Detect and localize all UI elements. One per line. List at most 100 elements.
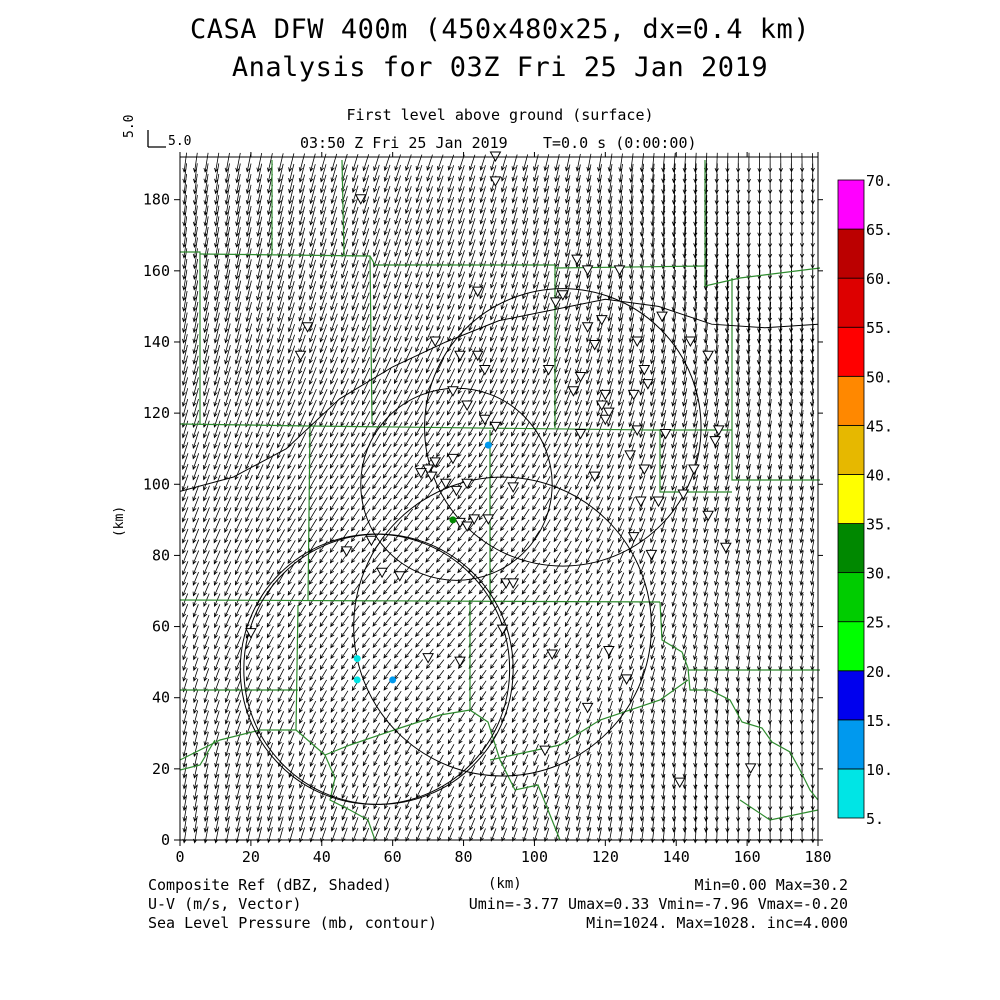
y-tick-label: 120 bbox=[143, 404, 170, 422]
station-marker bbox=[496, 624, 509, 636]
x-tick-label: 180 bbox=[804, 848, 831, 866]
x-tick-label: 40 bbox=[313, 848, 331, 866]
station-marker bbox=[450, 485, 463, 497]
station-marker bbox=[677, 489, 690, 500]
colorbar-label: 25. bbox=[866, 614, 893, 632]
station-marker bbox=[588, 471, 601, 483]
colorbar-swatch bbox=[837, 523, 865, 574]
colorbar-swatch bbox=[837, 719, 865, 770]
station-marker bbox=[709, 436, 722, 447]
station-marker bbox=[478, 364, 491, 376]
colorbar-label: 40. bbox=[866, 466, 893, 484]
valid-time: 03:50 Z Fri 25 Jan 2019 bbox=[300, 134, 508, 152]
x-tick-label: 80 bbox=[455, 848, 473, 866]
station-marker bbox=[500, 578, 512, 589]
station-marker bbox=[656, 311, 668, 323]
station-marker bbox=[603, 645, 615, 657]
y-tick-label: 160 bbox=[143, 262, 170, 280]
colorbar-swatch bbox=[837, 670, 865, 721]
colorbar-label: 30. bbox=[866, 565, 893, 583]
station-marker bbox=[659, 428, 672, 440]
radar-ring-5 bbox=[239, 533, 511, 805]
station-marker bbox=[468, 514, 481, 525]
colorbar-label: 35. bbox=[866, 516, 893, 534]
colorbar-label: 70. bbox=[866, 172, 893, 190]
station-marker bbox=[294, 350, 307, 362]
colorbar-swatch bbox=[837, 228, 865, 279]
station-marker bbox=[688, 464, 700, 476]
field2-name: U-V (m/s, Vector) bbox=[148, 895, 302, 913]
station-marker bbox=[744, 763, 757, 774]
radar-ring-1 bbox=[424, 288, 702, 567]
station-marker bbox=[567, 386, 580, 397]
colorbar-swatch bbox=[837, 621, 865, 672]
station-marker bbox=[429, 336, 442, 348]
station-marker bbox=[539, 745, 551, 757]
x-axis-ticks: 0 20 40 60 80 100 120 140 160 180 bbox=[175, 152, 832, 866]
y-tick-label: 60 bbox=[152, 618, 170, 636]
station-marker bbox=[719, 542, 732, 554]
station-marker bbox=[447, 453, 459, 465]
station-marker bbox=[702, 510, 714, 522]
x-tick-label: 160 bbox=[734, 848, 761, 866]
station-marker bbox=[422, 653, 434, 664]
station-marker bbox=[631, 336, 644, 348]
colorbar-swatch bbox=[837, 326, 865, 377]
radar-range-rings bbox=[239, 288, 702, 805]
station-marker bbox=[581, 322, 594, 333]
station-marker bbox=[712, 425, 725, 436]
colorbar-label: 45. bbox=[866, 417, 893, 435]
colorbar-label: 65. bbox=[866, 221, 893, 239]
field3-name: Sea Level Pressure (mb, contour) bbox=[148, 914, 437, 932]
colorbar-label: 5. bbox=[866, 810, 884, 828]
station-marker bbox=[642, 379, 654, 390]
y-tick-label: 140 bbox=[143, 333, 170, 351]
plot-frame bbox=[179, 156, 819, 841]
station-marker bbox=[415, 468, 427, 479]
station-marker bbox=[471, 286, 484, 298]
colorbar-label: 55. bbox=[866, 319, 893, 337]
reflectivity-echo bbox=[353, 655, 361, 663]
colorbar-label: 20. bbox=[866, 663, 893, 681]
x-tick-label: 60 bbox=[384, 848, 402, 866]
station-marker bbox=[613, 265, 626, 276]
y-tick-label: 180 bbox=[143, 191, 170, 209]
station-marker bbox=[684, 336, 697, 348]
reflectivity-echo bbox=[389, 676, 397, 684]
station-marker bbox=[627, 389, 640, 401]
analysis-title: Analysis for 03Z Fri 25 Jan 2019 bbox=[231, 52, 769, 83]
station-marker bbox=[574, 372, 587, 383]
y-tick-label: 20 bbox=[152, 760, 170, 778]
radar-ring-3 bbox=[353, 476, 652, 777]
colorbar-label: 15. bbox=[866, 712, 893, 730]
station-marker bbox=[599, 389, 612, 401]
station-marker bbox=[542, 364, 555, 376]
station-marker bbox=[507, 482, 520, 493]
y-tick-label: 40 bbox=[152, 689, 170, 707]
colorbar-label: 10. bbox=[866, 761, 893, 779]
station-marker bbox=[581, 702, 594, 714]
station-marker bbox=[482, 514, 495, 525]
station-marker bbox=[652, 496, 665, 508]
reflectivity-echoes bbox=[353, 441, 492, 684]
colorbar-swatch bbox=[837, 179, 865, 230]
station-marker bbox=[571, 254, 583, 266]
station-marker bbox=[447, 386, 459, 397]
station-markers bbox=[245, 151, 757, 789]
station-marker bbox=[461, 521, 473, 532]
station-marker bbox=[340, 546, 353, 557]
colorbar: 5. 10. 15. 20. 25. 30. 35. 40. 45. 50. 55. 60. 65. 70… bbox=[837, 172, 893, 828]
station-marker bbox=[507, 578, 520, 589]
x-tick-label: 20 bbox=[242, 848, 260, 866]
level-subtitle: First level above ground (surface) bbox=[346, 106, 654, 124]
elapsed-time: T=0.0 s (0:00:00) bbox=[543, 134, 697, 152]
reflectivity-echo bbox=[353, 676, 361, 684]
wind-vectors bbox=[181, 152, 815, 844]
station-marker bbox=[429, 457, 442, 468]
radar-ring-4 bbox=[243, 533, 514, 805]
colorbar-swatch bbox=[837, 375, 865, 426]
colorbar-label: 60. bbox=[866, 270, 893, 288]
pressure-contour-1028 bbox=[179, 298, 819, 492]
colorbar-swatch bbox=[837, 768, 865, 819]
